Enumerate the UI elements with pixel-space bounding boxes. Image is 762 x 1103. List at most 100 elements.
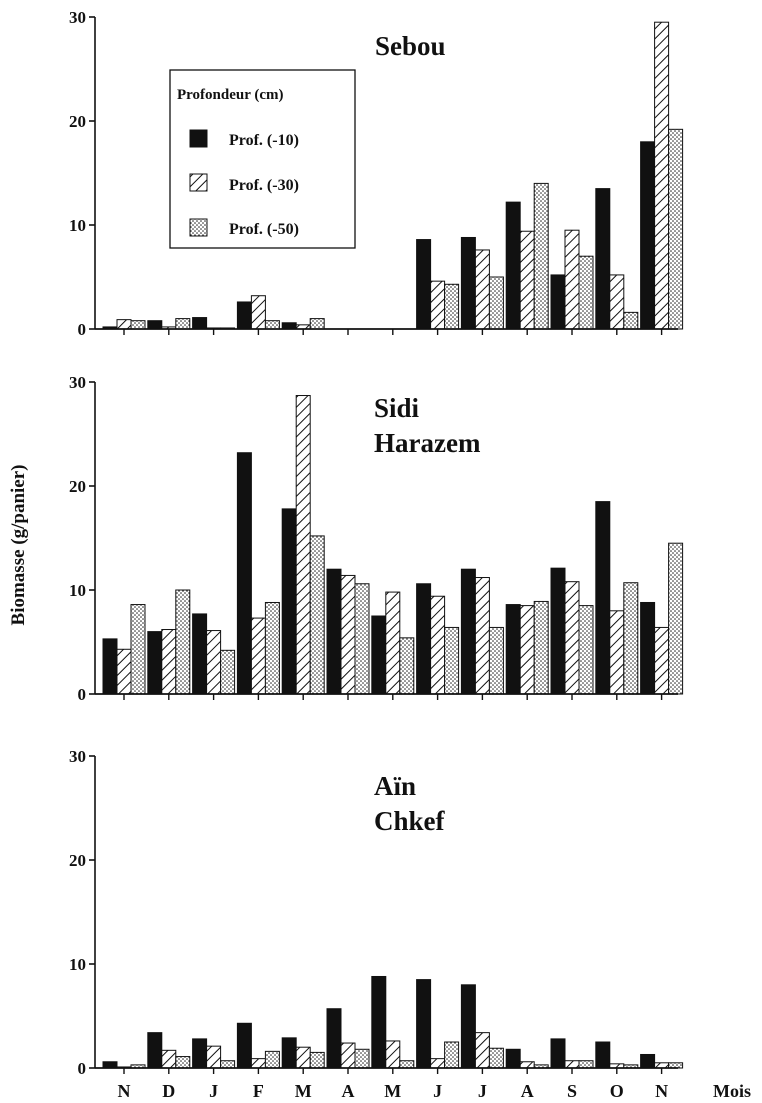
bar-p10-n (640, 141, 656, 330)
bar-p30-s (564, 229, 580, 330)
x-tick-label-a: A (342, 1081, 355, 1101)
legend: Profondeur (cm) Prof. (-10) Prof. (-30) … (169, 69, 356, 249)
bar-p50-m (309, 318, 325, 330)
x-tick-label-m: M (295, 1081, 312, 1101)
ain-chkef-title-line-2: Chkef (374, 806, 446, 836)
bar-p10-f (236, 1022, 252, 1069)
x-tick-label-j: J (478, 1081, 487, 1101)
bar-p10-j (192, 317, 208, 330)
bar-p50-o (623, 582, 639, 695)
bar-p10-a (326, 568, 342, 695)
bar-p50-a (533, 182, 549, 330)
bar-p10-m (371, 975, 387, 1069)
legend-swatch-solid (189, 129, 208, 148)
bar-p30-a (519, 230, 535, 330)
bar-p30-m (295, 395, 311, 695)
sebou-plot: 0 10 20 30 (69, 8, 684, 339)
bar-p10-j (192, 1038, 208, 1069)
bar-p50-j (444, 626, 460, 695)
bar-p10-f (236, 301, 252, 330)
bar-p30-s (564, 1060, 580, 1069)
bar-p50-a (354, 583, 370, 695)
y-tick-label: 20 (69, 112, 86, 131)
bar-p10-s (550, 567, 566, 695)
bar-p30-m (295, 1046, 311, 1069)
bar-p10-s (550, 274, 566, 330)
x-tick-label-m: M (384, 1081, 401, 1101)
bar-p50-d (175, 318, 191, 330)
bar-p30-a (519, 1061, 535, 1069)
bar-p50-j (444, 283, 460, 330)
bar-p10-d (147, 320, 163, 330)
sidi-harazem-title-line-2: Harazem (374, 428, 481, 458)
legend-swatch-hatched (189, 173, 208, 192)
bar-p30-d (161, 629, 177, 695)
bar-p30-j (474, 577, 490, 695)
bar-p50-f (264, 601, 280, 695)
x-tick-label-s: S (567, 1081, 577, 1101)
ain-chkef-plot: 0 10 20 30 N D J F M A M J J A S O N (69, 747, 684, 1101)
bar-p50-s (578, 605, 594, 695)
y-tick-label: 30 (69, 8, 86, 27)
y-tick-label: 10 (69, 581, 86, 600)
x-tick-label-n: N (655, 1081, 668, 1101)
bar-p10-a (505, 1048, 521, 1069)
bar-p30-s (564, 581, 580, 695)
bar-p10-s (550, 1038, 566, 1069)
bar-p30-n (116, 319, 132, 330)
legend-label-50: Prof. (-50) (229, 221, 299, 238)
bar-p30-f (250, 295, 266, 330)
x-tick-label-d: D (162, 1081, 175, 1101)
y-tick-label: 10 (69, 216, 86, 235)
bar-p50-n (130, 604, 146, 695)
bar-p30-d (161, 1049, 177, 1069)
bar-p50-m (399, 1060, 415, 1069)
bar-p30-m (385, 591, 401, 695)
bar-p30-f (250, 1058, 266, 1069)
y-tick-label: 0 (78, 685, 87, 704)
sidi-harazem-title-line-1: Sidi (374, 393, 420, 423)
bar-p50-a (354, 1048, 370, 1069)
bar-p10-o (595, 501, 611, 695)
bar-p10-m (281, 1037, 297, 1069)
bar-p50-d (175, 589, 191, 695)
bar-p50-j (488, 276, 504, 330)
bar-p10-m (281, 322, 297, 330)
bar-p30-m (385, 1040, 401, 1069)
bar-p10-o (595, 1041, 611, 1069)
bar-p50-j (444, 1041, 460, 1069)
bar-p10-m (281, 508, 297, 695)
bar-p50-n (130, 320, 146, 330)
y-tick-label: 30 (69, 373, 86, 392)
bar-p50-j (488, 1047, 504, 1069)
bar-p10-o (595, 188, 611, 330)
bar-p10-a (326, 1008, 342, 1069)
legend-box (169, 69, 356, 249)
legend-swatch-dotted (189, 218, 208, 237)
bar-p10-d (147, 1032, 163, 1069)
bar-p10-j (416, 583, 432, 695)
legend-label-30: Prof. (-30) (229, 177, 299, 194)
bar-p30-n (116, 648, 132, 695)
bar-p30-o (609, 274, 625, 330)
y-axis-label: Biomasse (g/panier) (8, 465, 29, 626)
bar-p30-o (609, 610, 625, 695)
bar-p30-j (474, 249, 490, 330)
x-tick-label-j: J (433, 1081, 442, 1101)
bar-p10-n (102, 1061, 118, 1069)
bar-p50-m (399, 637, 415, 695)
bar-p30-j (430, 280, 446, 330)
y-tick-label: 20 (69, 851, 86, 870)
bar-p50-f (264, 1050, 280, 1069)
bar-p50-j (220, 649, 236, 695)
y-tick-label: 30 (69, 747, 86, 766)
bar-p30-n (654, 626, 670, 695)
bar-p10-n (640, 601, 656, 695)
bar-p50-o (623, 311, 639, 330)
bar-p30-f (250, 617, 266, 695)
bar-p50-s (578, 255, 594, 330)
x-tick-label-j: J (209, 1081, 218, 1101)
x-tick-label-f: F (253, 1081, 264, 1101)
bar-p10-f (236, 452, 252, 695)
bar-p30-a (340, 1042, 356, 1069)
